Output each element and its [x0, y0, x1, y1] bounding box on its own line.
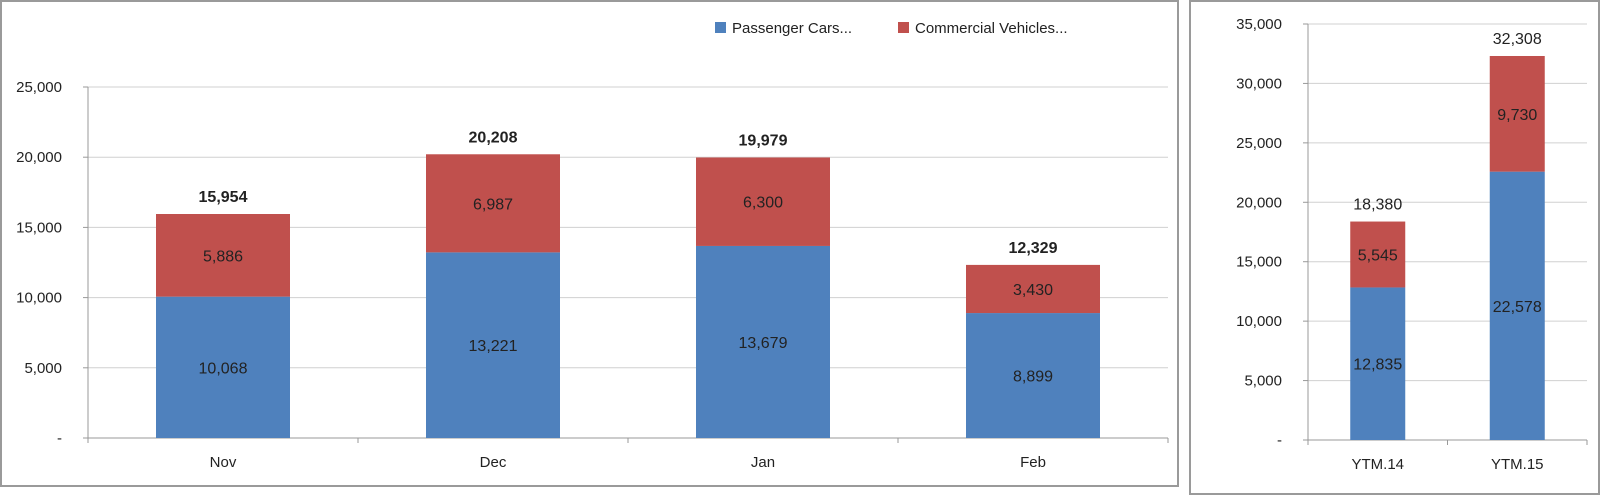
bar-commercial-vehicles [1350, 221, 1406, 288]
y-tick-label: - [1277, 432, 1282, 449]
y-tick-label: 15,000 [1236, 254, 1282, 271]
legend: Passenger Cars... Commercial Vehicles... [715, 20, 1068, 37]
data-label: 13,221 [469, 338, 518, 355]
bar-passenger-cars [426, 252, 560, 438]
x-tick-label: Dec [480, 454, 507, 471]
legend-swatch-passenger-cars [715, 22, 726, 33]
y-tick-label: 5,000 [24, 360, 62, 377]
legend-label-commercial-vehicles: Commercial Vehicles... [915, 20, 1068, 37]
y-tick-label: 25,000 [16, 79, 62, 96]
data-label: 6,987 [473, 196, 513, 213]
y-tick-label: 20,000 [16, 149, 62, 166]
data-label: 10,068 [199, 360, 248, 377]
x-tick-label: YTM.15 [1491, 456, 1544, 473]
x-tick-label: YTM.14 [1351, 456, 1404, 473]
data-label: 13,679 [739, 335, 788, 352]
bar-passenger-cars [966, 313, 1100, 438]
y-tick-label: 15,000 [16, 219, 62, 236]
y-tick-label: - [57, 430, 62, 447]
y-tick-label: 25,000 [1236, 135, 1282, 152]
total-label: 20,208 [469, 129, 518, 146]
ytm-chart: - 5,000 10,000 15,000 20,000 25,000 30,000 35,0… [1236, 16, 1588, 473]
data-label: 5,886 [203, 248, 243, 265]
total-label: 15,954 [199, 189, 248, 206]
x-tick-label: Nov [210, 454, 237, 471]
y-tick-label: 10,000 [1236, 313, 1282, 330]
data-label: 8,899 [1013, 369, 1053, 386]
y-tick-label: 10,000 [16, 290, 62, 307]
data-label: 6,300 [743, 195, 783, 212]
total-label: 19,979 [739, 132, 788, 149]
total-label: 32,308 [1493, 31, 1542, 48]
bar-commercial-vehicles [156, 214, 290, 297]
total-label: 18,380 [1353, 197, 1402, 214]
y-tick-label: 35,000 [1236, 16, 1282, 33]
data-label: 12,835 [1353, 357, 1402, 374]
y-tick-label: 5,000 [1244, 373, 1282, 390]
bar-passenger-cars [696, 245, 830, 438]
data-label: 3,430 [1013, 282, 1053, 299]
x-tick-label: Feb [1020, 454, 1046, 471]
bar-commercial-vehicles [696, 157, 830, 246]
x-tick-label: Jan [751, 454, 775, 471]
total-label: 12,329 [1009, 240, 1058, 257]
legend-label-passenger-cars: Passenger Cars... [732, 20, 852, 37]
bar-passenger-cars [156, 296, 290, 438]
monthly-chart: - 5,000 10,000 15,000 20,000 25,000 10,068 5,88… [16, 79, 1169, 471]
y-tick-label: 20,000 [1236, 194, 1282, 211]
y-tick-label: 30,000 [1236, 75, 1282, 92]
bar-passenger-cars [1489, 171, 1545, 440]
legend-swatch-commercial-vehicles [898, 22, 909, 33]
bar-commercial-vehicles [426, 154, 560, 253]
bar-commercial-vehicles [1489, 55, 1545, 172]
data-label: 9,730 [1497, 107, 1537, 124]
data-label: 22,578 [1493, 299, 1542, 316]
bar-commercial-vehicles [966, 264, 1100, 314]
data-label: 5,545 [1358, 247, 1398, 264]
bar-passenger-cars [1350, 287, 1406, 440]
